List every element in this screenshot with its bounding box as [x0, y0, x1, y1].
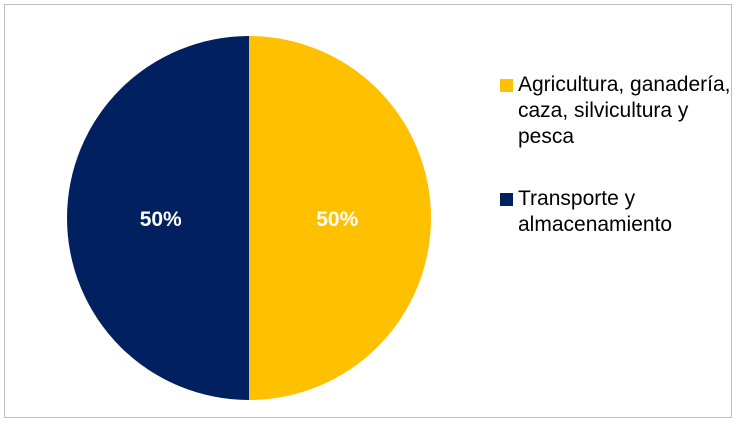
data-label-agricultura: 50%	[316, 208, 358, 231]
legend-item-transporte: Transporte y almacenamiento	[497, 186, 733, 238]
legend-item-agricultura: Agricultura, ganadería, caza, silvicultu…	[497, 72, 733, 150]
legend-label-transporte: Transporte y almacenamiento	[518, 187, 673, 236]
legend-swatch-transporte	[500, 193, 513, 206]
pie-slice-transporte	[67, 36, 249, 400]
legend-label-agricultura: Agricultura, ganadería, caza, silvicultu…	[518, 73, 731, 148]
pie-slice-agricultura	[249, 36, 431, 400]
legend: Agricultura, ganadería, caza, silvicultu…	[497, 72, 733, 238]
legend-swatch-agricultura	[500, 79, 513, 92]
data-label-transporte: 50%	[140, 208, 182, 231]
